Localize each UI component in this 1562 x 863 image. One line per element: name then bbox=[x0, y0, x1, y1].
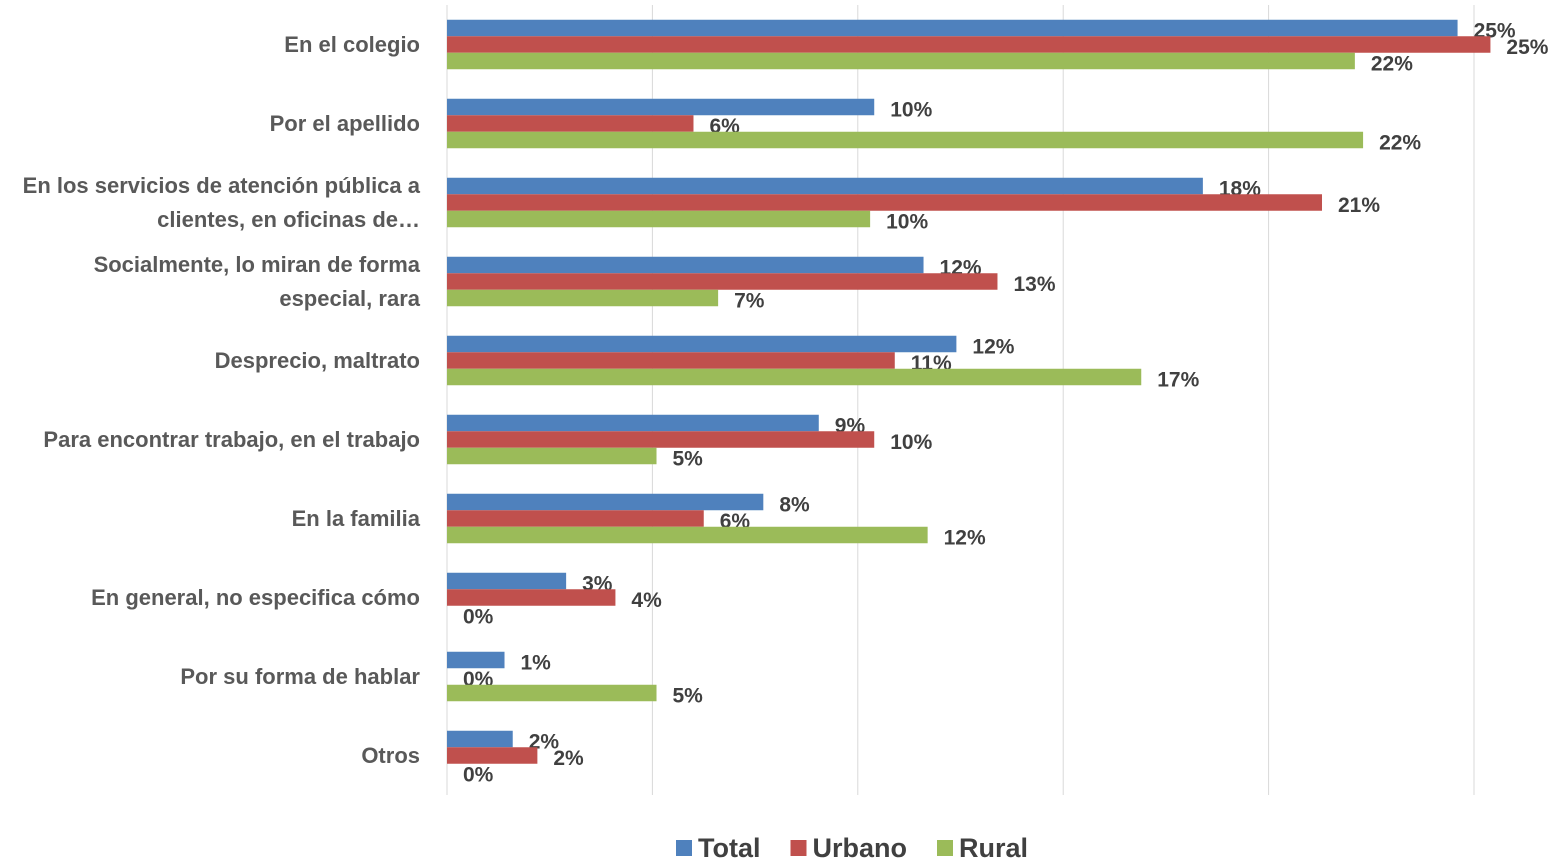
bar bbox=[447, 352, 895, 369]
data-label: 5% bbox=[673, 685, 704, 708]
data-label: 8% bbox=[779, 494, 810, 517]
bar bbox=[447, 52, 1355, 70]
bar bbox=[447, 36, 1491, 53]
bar bbox=[447, 493, 764, 511]
data-label: 22% bbox=[1371, 53, 1413, 76]
y-tick-label: Para encontrar trabajo, en el trabajo bbox=[43, 426, 420, 452]
legend-swatch bbox=[790, 840, 807, 856]
data-label: 22% bbox=[1379, 132, 1421, 155]
data-label: 12% bbox=[944, 527, 986, 550]
y-tick-label: Por el apellido bbox=[269, 110, 420, 136]
y-tick-label: Socialmente, lo miran de forma especial,… bbox=[93, 251, 420, 311]
data-label: 12% bbox=[972, 336, 1014, 359]
legend-label: Total bbox=[698, 833, 761, 863]
bar bbox=[447, 526, 928, 544]
data-label: 4% bbox=[631, 589, 662, 612]
bar bbox=[447, 210, 871, 228]
data-label: 2% bbox=[553, 747, 584, 770]
bar bbox=[447, 98, 875, 116]
data-label: 0% bbox=[463, 764, 494, 787]
y-tick-label: Otros bbox=[361, 742, 420, 768]
data-label: 5% bbox=[673, 448, 704, 471]
bar bbox=[447, 256, 924, 274]
legend-swatch bbox=[937, 840, 953, 856]
bar bbox=[447, 414, 819, 432]
bar bbox=[447, 177, 1203, 195]
bar bbox=[447, 19, 1458, 37]
bar bbox=[447, 335, 957, 353]
data-label: 17% bbox=[1157, 369, 1199, 392]
y-tick-label: En los servicios de atención pública a c… bbox=[22, 172, 420, 232]
y-tick-label: Por su forma de hablar bbox=[180, 663, 420, 689]
data-label: 10% bbox=[890, 99, 932, 122]
bar bbox=[447, 447, 657, 465]
data-label: 0% bbox=[463, 606, 494, 629]
bar bbox=[447, 289, 719, 307]
data-label: 13% bbox=[1013, 273, 1055, 296]
bar bbox=[447, 747, 538, 764]
bar bbox=[447, 115, 694, 132]
bar bbox=[447, 131, 1364, 149]
y-tick-label: En general, no especifica cómo bbox=[91, 584, 420, 610]
bar bbox=[447, 194, 1323, 211]
legend-swatch bbox=[676, 840, 692, 856]
bar bbox=[447, 431, 875, 448]
bar bbox=[447, 589, 616, 606]
bar bbox=[447, 730, 513, 748]
data-label: 10% bbox=[886, 211, 928, 234]
bar bbox=[447, 572, 567, 590]
legend-label: Urbano bbox=[813, 833, 908, 863]
data-label: 1% bbox=[521, 652, 552, 675]
bar bbox=[447, 368, 1142, 386]
bar bbox=[447, 651, 505, 669]
data-label: 21% bbox=[1338, 194, 1380, 217]
data-label: 7% bbox=[734, 290, 765, 313]
bar bbox=[447, 684, 657, 702]
data-label: 25% bbox=[1506, 36, 1548, 59]
data-label: 10% bbox=[890, 431, 932, 454]
bar bbox=[447, 273, 998, 290]
y-tick-label: En la familia bbox=[291, 505, 420, 531]
y-tick-label: En el colegio bbox=[284, 31, 420, 57]
y-tick-label: Desprecio, maltrato bbox=[214, 347, 420, 373]
bar bbox=[447, 510, 704, 527]
legend-label: Rural bbox=[959, 833, 1028, 863]
